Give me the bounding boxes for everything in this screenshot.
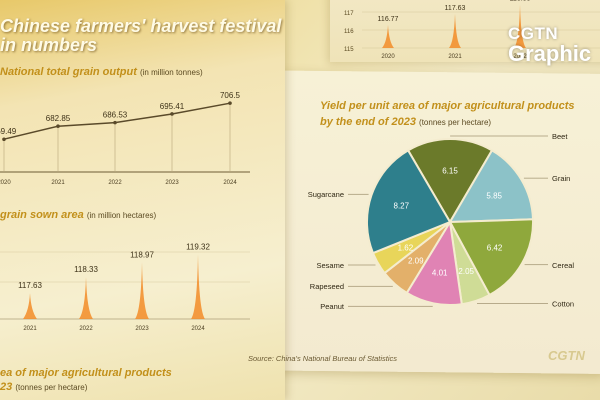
grain-output-line [3,102,231,140]
stats-left-panel [0,0,285,400]
bottom-title-line-2: 23 [0,381,13,393]
top-chart-bar [449,13,461,49]
top-chart-value-label: 118.33 [510,0,531,3]
top-chart-bar [514,4,526,49]
grain-output-title: National total grain output (in million … [0,66,203,78]
grain-output-value-label: 686.53 [103,111,128,120]
sown-area-bar [135,262,149,319]
sown-area-chart: 117.63 118.33 118.97 119.32 2021 2022 2023 202… [0,243,250,332]
grain-output-point [113,120,117,125]
cgtn-watermark: CGTN [548,348,585,363]
pie-title-line-1: Yield per unit area of major agricultura… [320,100,575,112]
sown-area-year-tick: 2023 [135,326,149,332]
bottom-section-title: ea of major agricultural products 23 (to… [0,366,172,395]
top-chart-value-label: 116.77 [378,16,399,23]
sown-area-value-label: 117.63 [18,281,42,290]
sown-area-unit: (in million hectares) [86,211,157,220]
grain-output-title-text: National total grain output [0,66,137,78]
top-chart-year-tick: 2021 [448,54,462,60]
grain-output-year-tick: 2020 [0,180,11,186]
grain-output-point [170,112,174,116]
title-line-1: Chinese farmers' harvest festival [0,16,282,36]
top-chart-year-tick: 2022 [513,54,527,60]
logo-line-2: Graphic [508,41,592,66]
grain-output-value-label: 682.85 [46,114,71,123]
pie-title-line-2: by the end of 2023 [320,116,416,128]
grain-output-point [56,124,60,129]
sown-area-year-tick: 2021 [23,326,37,332]
sown-area-value-label: 118.97 [130,251,154,260]
sown-area-chart-top: 118 117 116 115 116.77 2020 117.63 2021 118.33 2… [344,0,600,60]
grain-output-point [2,137,6,142]
grain-output-year-tick: 2023 [165,180,179,186]
grain-output-value-label: 706.5 [220,91,241,100]
top-chart-y-tick: 118 [344,0,354,1]
top-chart-y-tick: 116 [344,29,354,35]
grain-output-point [228,101,232,105]
title-line-2: in numbers [0,35,98,55]
grain-sown-area-panel-top: 118 117 116 115 116.77 2020 117.63 2021 118.33 2… [330,0,600,62]
sown-area-bar [23,293,37,319]
sown-area-bar [79,277,93,319]
sown-area-year-tick: 2022 [79,326,93,332]
pie-title-unit: (tonnes per hectare) [419,118,492,127]
sown-area-value-label: 119.32 [186,243,210,252]
grain-output-year-tick: 2021 [51,180,65,186]
top-chart-year-tick: 2020 [381,54,395,60]
grain-output-value-label: 669.49 [0,127,17,136]
infographic-title: Chinese farmers' harvest festival in num… [0,17,281,55]
sown-area-title-text: grain sown area [0,209,84,221]
top-chart-value-label: 117.63 [445,5,466,12]
sown-area-year-tick: 2024 [191,326,205,332]
grain-output-year-tick: 2024 [223,180,237,186]
grain-output-value-label: 695.41 [160,102,185,111]
bottom-title-line-1: ea of major agricultural products [0,367,172,379]
grain-output-year-tick: 2022 [108,180,122,186]
sown-area-value-label: 118.33 [74,265,98,274]
grain-output-chart: 669.49 682.85 686.53 695.41 706.5 2020 2021 20… [0,91,250,186]
grain-output-unit: (in million tonnes) [139,68,203,77]
source-note: Source: China's National Bureau of Stati… [248,354,398,363]
logo-line-1: CGTN [508,24,559,43]
cgtn-graphic-logo: CGTN Graphic [508,24,592,66]
sown-area-bar [191,254,205,319]
top-chart-y-tick: 117 [344,11,354,17]
pie-title: Yield per unit area of major agricultura… [320,98,574,131]
sown-area-title: grain sown area (in million hectares) [0,209,156,221]
top-chart-bar [382,24,394,48]
top-chart-y-tick: 115 [344,47,354,53]
bottom-title-unit: (tonnes per hectare) [15,383,88,392]
